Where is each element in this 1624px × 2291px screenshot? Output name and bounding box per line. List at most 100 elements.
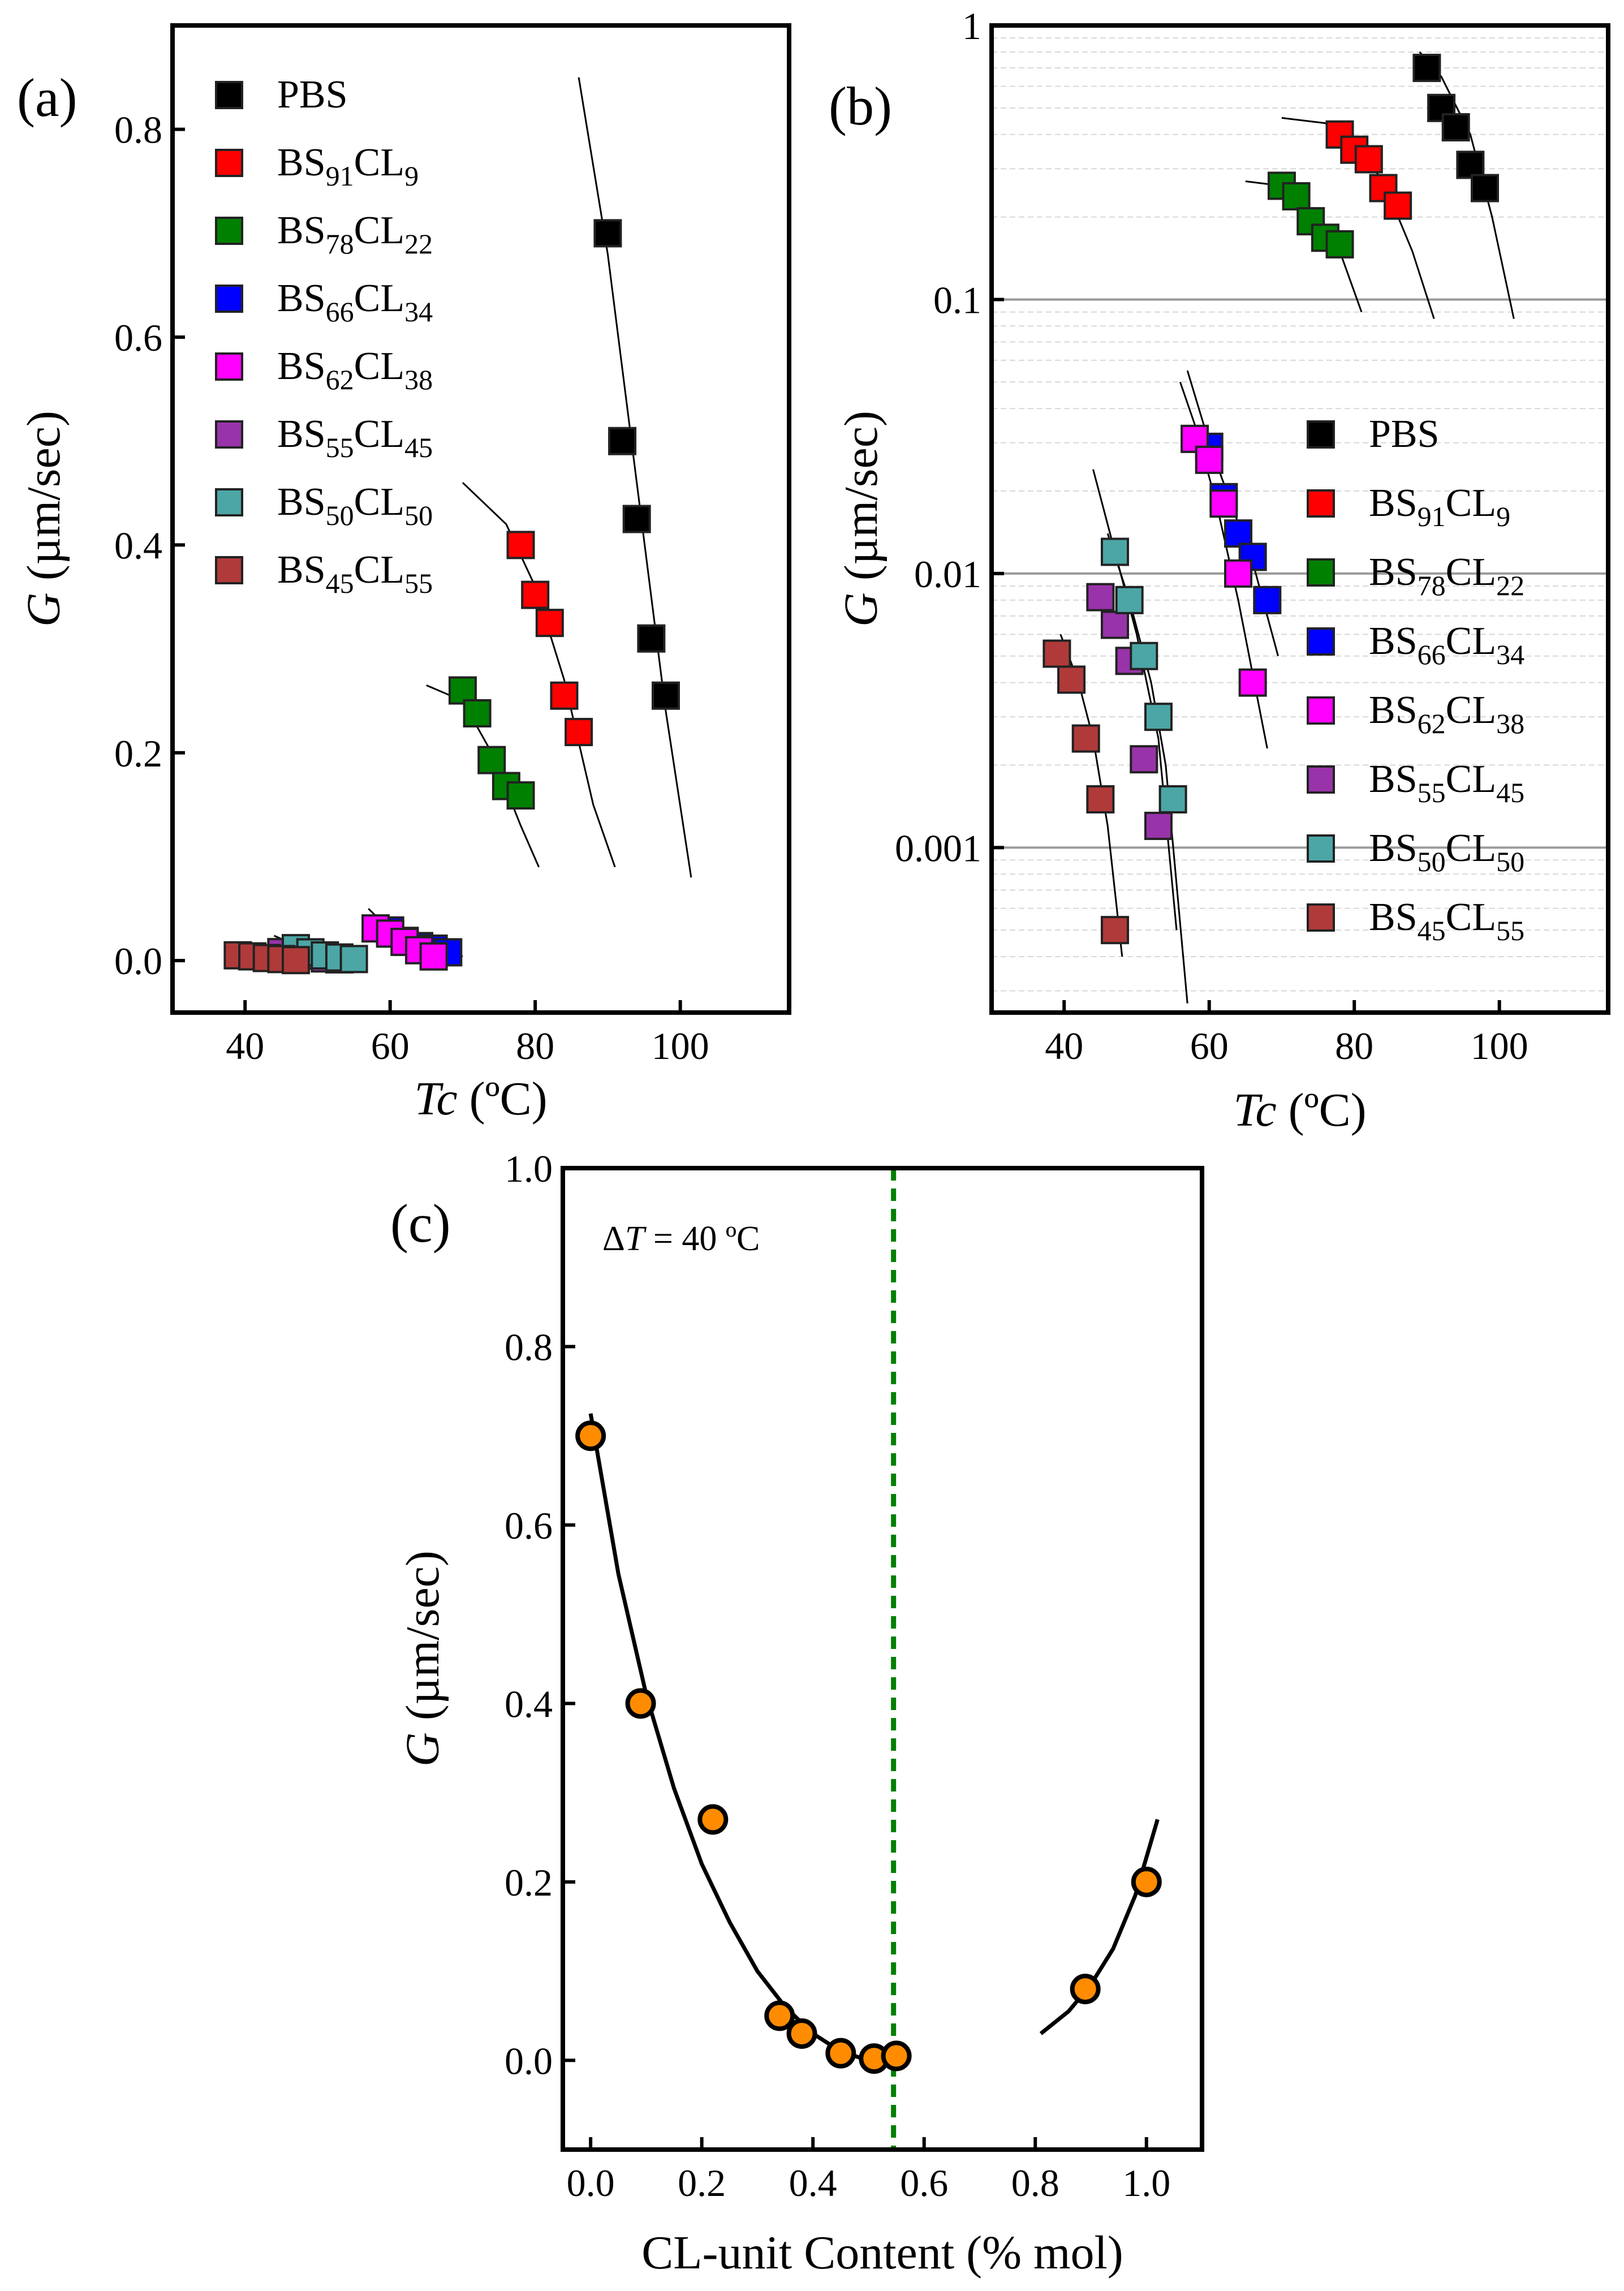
panel-b-xtick-label: 100 <box>1471 1024 1528 1067</box>
panel-b-ylabel: G (µm/sec) <box>835 411 888 627</box>
point-PBS <box>652 681 680 710</box>
panel-a-ytick-label: 0.6 <box>114 316 162 359</box>
panel-b-point-BS78CL22 <box>1296 207 1325 236</box>
panel-b-point-PBS <box>1412 54 1441 83</box>
legend-marker-BS62CL38 <box>215 352 243 381</box>
legend-label-BS50CL50: BS50CL50 <box>277 480 433 531</box>
panel-b-point-BS50CL50 <box>1130 641 1158 670</box>
panel-c-xtick-label: 0.4 <box>789 2161 837 2204</box>
panel-c-xtick-label: 0.6 <box>900 2161 948 2204</box>
legend-marker-BS62CL38 <box>1307 696 1335 725</box>
panel-b-point-BS50CL50 <box>1115 585 1144 614</box>
panel-b-point-BS55CL45 <box>1144 811 1173 840</box>
legend-marker-BS91CL9 <box>215 149 243 177</box>
panel-b-xtick-label: 40 <box>1045 1024 1083 1067</box>
legend-label-BS78CL22: BS78CL22 <box>1369 550 1524 601</box>
panel-b-point-BS45CL55 <box>1086 785 1115 814</box>
panel-b-xlabel: Tc (ºC) <box>1233 1084 1366 1136</box>
panel-b-xtick-label: 80 <box>1335 1024 1373 1067</box>
panel-c-xtick-label: 0.0 <box>567 2161 615 2204</box>
panel-a-xtick-label: 40 <box>226 1024 264 1067</box>
panel-b-ytick-label: 1 <box>962 5 981 48</box>
legend-label-BS91CL9: BS91CL9 <box>277 141 419 192</box>
panel-c-ytick-label: 0.8 <box>505 1325 553 1368</box>
panel-b-point-BS45CL55 <box>1101 916 1129 945</box>
panel-c-label: (c) <box>390 1193 451 1254</box>
point-PBS <box>637 624 666 653</box>
panel-b-label: (b) <box>829 76 892 136</box>
panel-b-point-BS55CL45 <box>1101 610 1129 639</box>
legend-label-BS78CL22: BS78CL22 <box>277 209 433 260</box>
panel-b-point-BS45CL55 <box>1043 639 1071 668</box>
point-BS78CL22 <box>463 699 492 727</box>
panel-c-ytick-label: 0.4 <box>505 1682 553 1725</box>
panel-c-xlabel: CL-unit Content (% mol) <box>641 2227 1123 2279</box>
point-BS91CL9 <box>506 531 535 559</box>
panel-a-ytick-label: 0.4 <box>114 524 162 567</box>
panel-c-ytick-label: 0.0 <box>505 2039 553 2082</box>
legend-marker-BS45CL55 <box>1307 903 1335 932</box>
panel-b-point-BS62CL38 <box>1195 445 1224 474</box>
panel-a-xlabel: Tc (ºC) <box>414 1073 547 1125</box>
legend-marker-PBS <box>215 81 243 109</box>
point-composition <box>786 2018 817 2049</box>
panel-b-point-BS62CL38 <box>1238 668 1267 697</box>
point-BS91CL9 <box>565 718 593 747</box>
panel-b-ytick-label: 0.01 <box>914 553 981 596</box>
panel-b-legend: PBS BS91CL9 BS78CL22 BS66CL34 BS62CL38 BS55CL… <box>1307 412 1524 946</box>
panel-b-point-BS45CL55 <box>1071 724 1100 753</box>
legend-label-BS55CL45: BS55CL45 <box>277 412 433 463</box>
panel-b-xtick-label: 60 <box>1190 1024 1229 1067</box>
panel-b-point-PBS <box>1456 150 1485 179</box>
point-BS91CL9 <box>521 580 550 609</box>
point-PBS <box>622 505 651 533</box>
panel-c-chart: 0.0 0.2 0.4 0.6 0.8 1.0 0.0 0.2 0.4 0.6 0.8 1.0 (c)… <box>390 1147 1204 2279</box>
point-BS91CL9 <box>550 681 579 710</box>
legend-label-BS45CL55: BS45CL55 <box>277 548 433 599</box>
panel-b-point-BS50CL50 <box>1158 785 1187 814</box>
panel-b-point-BS91CL9 <box>1384 191 1412 220</box>
legend-marker-BS78CL22 <box>215 217 243 245</box>
delta-t-annotation: ΔT = 40 ºC <box>602 1220 760 1258</box>
panel-c-frame <box>561 1166 1204 2152</box>
panel-b-point-BS78CL22 <box>1282 182 1311 211</box>
legend-label-BS50CL50: BS50CL50 <box>1369 826 1524 877</box>
panel-c-ylabel: G (µm/sec) <box>397 1551 449 1767</box>
legend-label-BS91CL9: BS91CL9 <box>1369 481 1510 532</box>
panel-a-ytick-label: 0.8 <box>114 109 162 152</box>
legend-label-BS66CL34: BS66CL34 <box>1369 619 1524 670</box>
legend-label-BS62CL38: BS62CL38 <box>277 344 433 395</box>
panel-b-point-BS62CL38 <box>1224 559 1252 588</box>
panel-a-ytick-label: 0.2 <box>114 732 162 775</box>
panel-b-point-BS55CL45 <box>1086 583 1115 611</box>
legend-marker-BS55CL45 <box>215 420 243 449</box>
point-PBS <box>608 427 637 455</box>
point-BS78CL22 <box>477 746 506 774</box>
legend-label-BS66CL34: BS66CL34 <box>277 277 433 328</box>
panel-b-ytick-label: 0.1 <box>933 278 981 321</box>
legend-marker-BS55CL45 <box>1307 765 1335 794</box>
panel-a-xtick-label: 100 <box>652 1024 709 1067</box>
point-composition <box>1131 1866 1162 1897</box>
panel-b-fit-curve <box>1106 533 1188 1004</box>
panel-c-xtick-label: 0.8 <box>1011 2161 1059 2204</box>
panel-b-point-BS50CL50 <box>1144 703 1173 731</box>
panel-a-ytick-label: 0.0 <box>114 940 162 983</box>
legend-marker-BS66CL34 <box>215 285 243 313</box>
panel-c-xtick-label: 1.0 <box>1122 2161 1170 2204</box>
panel-c-xtick-label: 0.2 <box>678 2161 726 2204</box>
panel-b-point-BS91CL9 <box>1354 145 1383 174</box>
panel-b-point-BS78CL22 <box>1325 230 1354 259</box>
panel-b-point-BS66CL34 <box>1224 519 1252 548</box>
legend-marker-PBS <box>1307 420 1335 449</box>
panel-b-frame <box>989 23 1610 1015</box>
legend-marker-BS45CL55 <box>215 556 243 584</box>
legend-marker-BS50CL50 <box>1307 834 1335 863</box>
panel-a-label: (a) <box>17 67 77 128</box>
point-BS78CL22 <box>448 676 477 705</box>
point-composition <box>1070 1974 1101 2005</box>
point-PBS <box>593 219 622 248</box>
panel-b-point-BS55CL45 <box>1130 745 1158 774</box>
panel-c-ytick-label: 0.6 <box>505 1504 553 1547</box>
